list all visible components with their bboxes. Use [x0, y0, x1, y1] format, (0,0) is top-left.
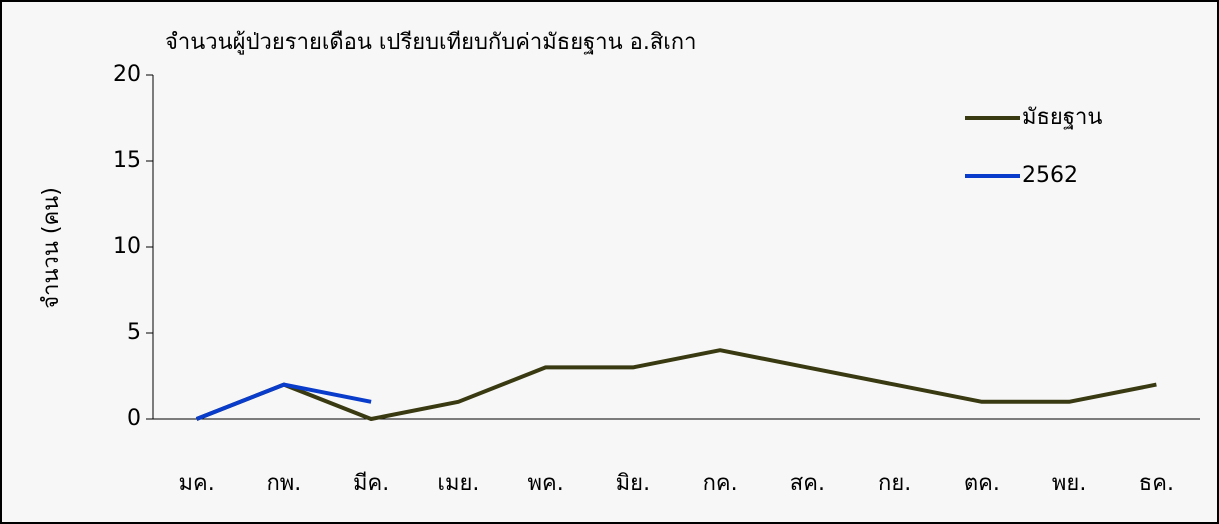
y-axis-label: จำนวน (คน) — [39, 187, 64, 309]
y-tick-label: 10 — [113, 234, 141, 259]
y-tick-label: 5 — [127, 320, 141, 345]
legend-label: 2562 — [1022, 163, 1078, 188]
x-tick-label: กย. — [878, 471, 911, 496]
x-tick-label: สค. — [790, 471, 825, 496]
series-line — [195, 348, 1157, 421]
x-tick-label: มีค. — [353, 471, 389, 496]
x-tick-label: เมย. — [437, 471, 479, 496]
x-tick-label: พย. — [1052, 471, 1086, 496]
y-tick-label: 0 — [127, 406, 141, 431]
x-tick-label: ตค. — [964, 471, 1000, 496]
series-line — [195, 382, 372, 421]
x-tick-label: พค. — [528, 471, 564, 496]
x-tick-label: กพ. — [266, 471, 301, 496]
x-tick-label: มิย. — [616, 471, 650, 496]
x-tick-label: กค. — [703, 471, 738, 496]
x-tick-label: ธค. — [1139, 471, 1174, 496]
chart-title: จำนวนผู้ป่วยรายเดือน เปรียบเทียบกับค่ามั… — [165, 30, 696, 55]
legend-label: มัธยฐาน — [1022, 105, 1102, 130]
x-tick-label: มค. — [179, 471, 215, 496]
y-tick-label: 15 — [113, 148, 141, 173]
y-tick-label: 20 — [113, 62, 141, 87]
